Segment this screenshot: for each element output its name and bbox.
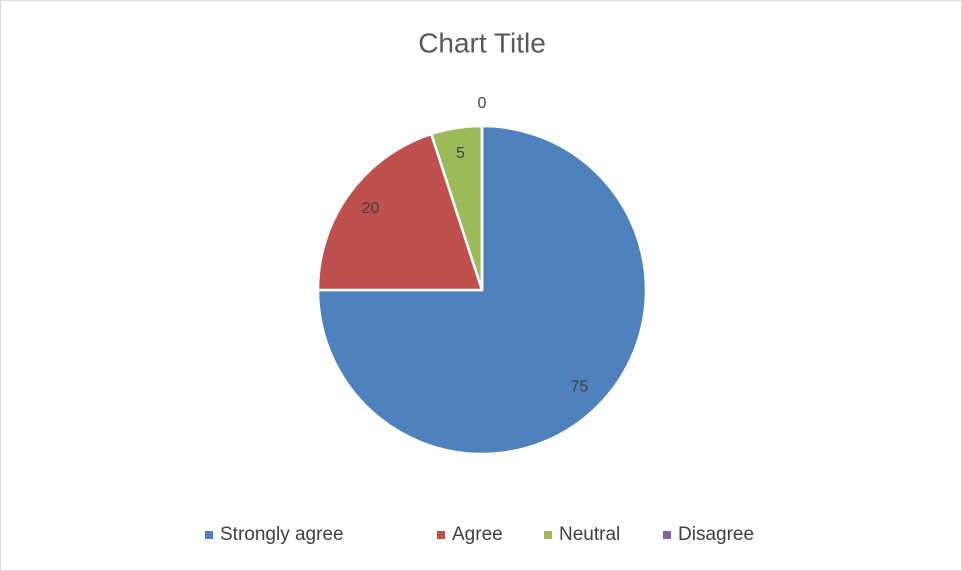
legend-swatch xyxy=(205,531,213,539)
legend-label: Strongly agree xyxy=(220,524,344,545)
legend-swatch xyxy=(544,531,552,539)
legend-swatch xyxy=(437,531,445,539)
data-label: 75 xyxy=(571,379,589,396)
data-label: 0 xyxy=(478,95,487,112)
legend-label: Disagree xyxy=(678,524,754,545)
legend-label: Agree xyxy=(452,524,503,545)
legend-label: Neutral xyxy=(559,524,620,545)
data-label: 20 xyxy=(362,200,380,217)
pie-slice xyxy=(316,124,648,456)
legend-swatch xyxy=(663,531,671,539)
data-label: 5 xyxy=(456,145,465,162)
chart-title: Chart Title xyxy=(418,27,546,58)
pie-slice xyxy=(316,132,484,292)
